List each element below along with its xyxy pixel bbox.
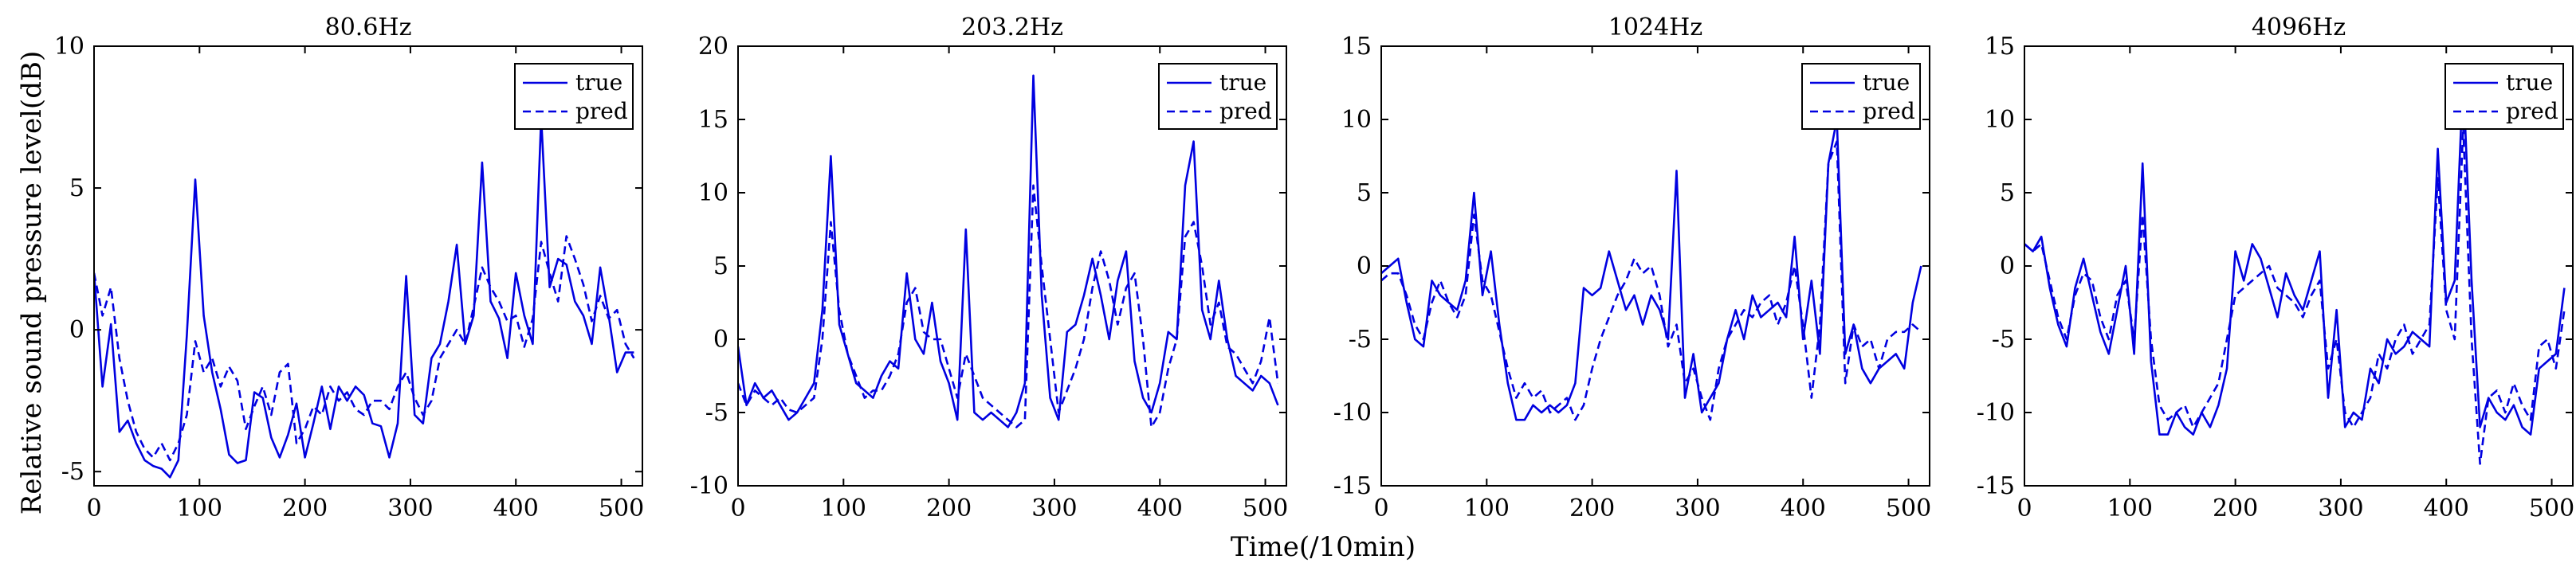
y-tick-label: 15 xyxy=(1985,33,2015,61)
x-tick-label: 300 xyxy=(1031,495,1077,522)
series-line-pred xyxy=(2024,125,2566,465)
x-tick-label: 500 xyxy=(599,495,644,522)
y-tick-label: -10 xyxy=(690,472,728,500)
legend-box xyxy=(1801,63,1921,130)
data-lines xyxy=(2024,74,2566,465)
x-tick-label: 400 xyxy=(493,495,539,522)
legend-label-true: true xyxy=(1863,69,1910,96)
x-tick-label: 200 xyxy=(1569,495,1615,522)
y-tick-label: -5 xyxy=(1349,326,1372,354)
x-tick-label: 300 xyxy=(387,495,433,522)
x-tick-label: 300 xyxy=(1675,495,1720,522)
y-tick-label: -15 xyxy=(1977,472,2015,500)
y-axis-label: Relative sound pressure level(dB) xyxy=(16,51,48,514)
legend-label-pred: pred xyxy=(2506,98,2558,124)
x-tick-label: 500 xyxy=(2529,495,2574,522)
series-line-true xyxy=(94,115,634,479)
y-tick-label: 10 xyxy=(698,179,728,207)
x-tick-label: 0 xyxy=(2016,495,2032,522)
x-tick-label: 200 xyxy=(926,495,972,522)
series-line-true xyxy=(1381,118,1922,421)
legend-box xyxy=(1158,63,1278,130)
series-line-true xyxy=(2024,74,2566,436)
x-tick-label: 100 xyxy=(821,495,866,522)
legend-label-pred: pred xyxy=(1863,98,1915,124)
y-tick-label: 0 xyxy=(2000,252,2015,280)
x-tick-label: 500 xyxy=(1243,495,1288,522)
x-tick-label: 400 xyxy=(1137,495,1183,522)
legend-label-true: true xyxy=(1219,69,1266,96)
x-tick-label: 0 xyxy=(730,495,745,522)
x-tick-label: 400 xyxy=(1781,495,1826,522)
chart-panel-3: 1024Hz 0 100 200 300 400 500 -15 -10 -5 0 5 10 15 true… xyxy=(1333,14,1931,522)
y-tick-label: 0 xyxy=(1357,252,1372,280)
y-tick-label: -15 xyxy=(1333,472,1372,500)
x-tick-label: 100 xyxy=(177,495,222,522)
chart-panel-4: 4096Hz 0 100 200 300 400 500 -15 -10 -5 0 5 10 15 true… xyxy=(1977,14,2574,522)
data-lines xyxy=(1381,118,1922,421)
x-tick-label: 200 xyxy=(282,495,328,522)
axes-frame xyxy=(93,45,643,487)
y-tick-label: 15 xyxy=(698,106,728,134)
y-tick-label: 0 xyxy=(69,316,84,344)
chart-title: 4096Hz xyxy=(2252,14,2346,41)
y-tick-label: 0 xyxy=(713,326,728,354)
y-tick-label: 15 xyxy=(1341,33,1372,61)
y-tick-label: -10 xyxy=(1977,399,2015,427)
y-tick-label: 5 xyxy=(713,252,728,280)
legend-label-true: true xyxy=(575,69,622,96)
chart-panel-2: 203.2Hz 0 100 200 300 400 500 -10 -5 0 5 10 15 20 true… xyxy=(690,14,1288,522)
x-tick-label: 300 xyxy=(2318,495,2363,522)
legend-label-pred: pred xyxy=(1219,98,1272,124)
legend-box xyxy=(2444,63,2564,130)
y-tick-label: 10 xyxy=(1341,106,1372,134)
ylabel-group: Relative sound pressure level(dB) xyxy=(16,51,48,514)
y-tick-label: 10 xyxy=(54,33,84,61)
y-tick-label: 5 xyxy=(2000,179,2015,207)
x-tick-label: 100 xyxy=(1464,495,1510,522)
chart-title: 80.6Hz xyxy=(325,14,412,41)
y-tick-label: 10 xyxy=(1985,106,2015,134)
x-tick-label: 200 xyxy=(2213,495,2258,522)
y-tick-label: 5 xyxy=(69,174,84,202)
x-tick-label: 400 xyxy=(2424,495,2469,522)
series-line-pred xyxy=(1381,140,1922,421)
x-tick-label: 100 xyxy=(2107,495,2153,522)
series-line-true xyxy=(738,74,1279,428)
y-tick-label: -5 xyxy=(61,458,84,486)
data-lines xyxy=(738,74,1279,428)
series-line-pred xyxy=(94,235,635,462)
x-tick-label: 0 xyxy=(86,495,101,522)
x-tick-label: 0 xyxy=(1373,495,1388,522)
legend-label-true: true xyxy=(2506,69,2553,96)
x-tick-label: 500 xyxy=(1886,495,1931,522)
x-axis-label: Time(/10min) xyxy=(1231,531,1416,563)
chart-title: 203.2Hz xyxy=(961,14,1063,41)
y-tick-label: -5 xyxy=(1992,326,2015,354)
chart-title: 1024Hz xyxy=(1608,14,1702,41)
y-tick-label: -10 xyxy=(1333,399,1372,427)
y-tick-label: -5 xyxy=(705,399,728,427)
data-lines xyxy=(94,115,635,479)
y-tick-label: 5 xyxy=(1357,179,1372,207)
legend-label-pred: pred xyxy=(575,98,628,124)
y-tick-label: 20 xyxy=(698,33,728,61)
series-line-pred xyxy=(738,184,1279,428)
legend-box xyxy=(514,63,634,130)
